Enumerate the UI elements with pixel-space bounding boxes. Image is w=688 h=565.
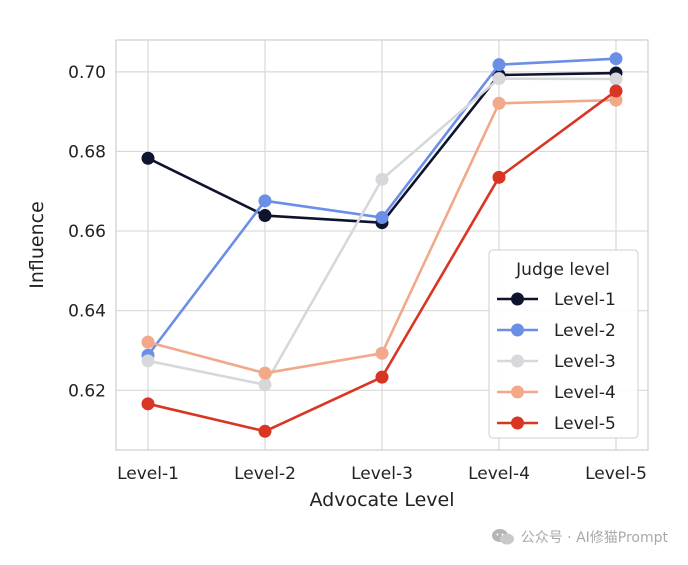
data-point — [141, 335, 155, 349]
legend-label: Level-1 — [554, 290, 616, 310]
legend: Judge level Level-1 Level-2 Level-3 Level-4… — [488, 249, 639, 439]
legend-title: Judge level — [515, 260, 610, 280]
legend-entries: Level-1 Level-2 Level-3 Level-4 Level-5 — [497, 290, 616, 434]
data-point — [141, 151, 155, 165]
x-tick-label: Level-1 — [117, 464, 179, 484]
x-tick-label: Level-2 — [234, 464, 296, 484]
y-tick-label: 0.62 — [68, 381, 106, 401]
data-point — [492, 72, 506, 86]
y-tick-label: 0.70 — [68, 63, 106, 83]
watermark-text: 公众号 · AI修猫Prompt — [520, 530, 668, 546]
legend-entry-level-5: Level-5 — [497, 414, 616, 434]
data-point — [375, 172, 389, 186]
series-layer — [141, 52, 623, 438]
legend-marker — [511, 323, 524, 337]
x-tick-label: Level-3 — [351, 464, 413, 484]
y-tick-label: 0.64 — [68, 302, 106, 322]
grid-lines — [116, 40, 648, 450]
data-point — [258, 194, 272, 208]
series-level-5 — [141, 84, 623, 438]
x-tick-labels: Level-1 Level-2 Level-3 Level-4 Level-5 — [117, 464, 647, 484]
data-point — [258, 378, 272, 392]
watermark: 公众号 · AI修猫Prompt — [491, 527, 668, 547]
plot-frame — [115, 39, 649, 451]
x-axis-title: Advocate Level — [309, 489, 454, 511]
data-point — [492, 170, 506, 184]
legend-entry-level-1: Level-1 — [497, 290, 616, 310]
legend-marker — [511, 354, 524, 368]
data-point — [258, 366, 272, 380]
y-tick-label: 0.66 — [68, 222, 106, 242]
x-tick-label: Level-4 — [468, 464, 530, 484]
legend-label: Level-5 — [554, 414, 616, 434]
data-point — [258, 424, 272, 438]
legend-label: Level-3 — [554, 352, 616, 372]
data-point — [258, 209, 272, 223]
x-tick-label: Level-5 — [585, 464, 647, 484]
data-point — [609, 84, 623, 98]
series-level-3 — [141, 72, 623, 392]
y-axis-title: Influence — [26, 201, 48, 289]
data-point — [375, 370, 389, 384]
y-tick-labels: 0.62 0.64 0.66 0.68 0.70 — [68, 63, 106, 401]
data-point — [609, 72, 623, 86]
data-point — [375, 211, 389, 225]
legend-label: Level-2 — [554, 321, 616, 341]
legend-entry-level-4: Level-4 — [497, 383, 616, 403]
data-point — [492, 96, 506, 110]
wechat-icon — [491, 529, 514, 545]
data-point — [609, 93, 623, 107]
legend-marker — [511, 292, 524, 306]
data-point — [609, 52, 623, 66]
legend-entry-level-2: Level-2 — [497, 321, 616, 341]
legend-marker — [511, 385, 524, 399]
legend-entry-level-3: Level-3 — [497, 352, 616, 372]
y-tick-label: 0.68 — [68, 142, 106, 162]
legend-label: Level-4 — [554, 383, 616, 403]
data-point — [141, 397, 155, 411]
data-point — [492, 58, 506, 72]
series-level-4 — [141, 93, 623, 380]
data-point — [141, 354, 155, 368]
legend-marker — [511, 416, 524, 430]
data-point — [375, 346, 389, 360]
